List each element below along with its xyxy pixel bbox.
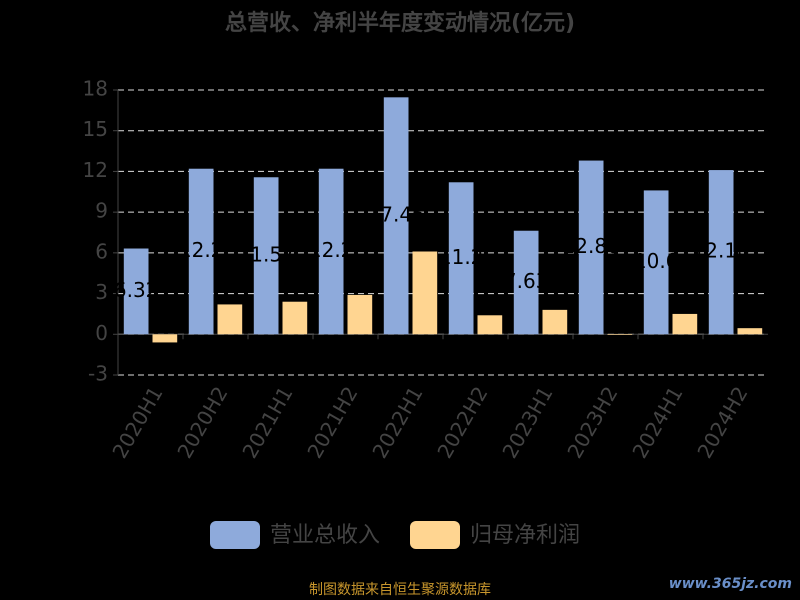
- x-tick-label: 2024H1: [627, 382, 687, 462]
- bar: [412, 251, 438, 335]
- y-tick-label: 9: [95, 199, 108, 223]
- data-label: 11.57: [238, 242, 295, 266]
- y-tick-label: 6: [95, 239, 108, 263]
- watermark: www.365jz.com: [669, 576, 792, 592]
- chart-title: 总营收、净利半年度变动情况(亿元): [225, 10, 575, 36]
- bar: [477, 315, 503, 335]
- y-tick-label: 0: [95, 321, 108, 345]
- x-tick-label: 2022H1: [367, 382, 427, 462]
- data-label: 11.2: [439, 245, 484, 269]
- bar: [708, 170, 734, 335]
- y-tick-label: 12: [83, 158, 108, 182]
- bar: [513, 230, 539, 335]
- bar: [282, 301, 308, 335]
- bar: [188, 168, 214, 335]
- source-note: 制图数据来自恒生聚源数据库: [309, 582, 491, 598]
- bar: [253, 177, 279, 335]
- data-label: 7.63: [504, 269, 549, 293]
- bar: [123, 248, 149, 335]
- bar: [217, 304, 243, 335]
- data-label: 10.6: [634, 249, 679, 273]
- bar: [152, 334, 178, 343]
- x-tick-label: 2023H1: [497, 382, 557, 462]
- bar: [672, 313, 698, 335]
- data-label: 6.32: [114, 278, 159, 302]
- legend-swatch: [210, 521, 260, 549]
- legend-label: 营业总收入: [270, 523, 380, 548]
- bar: [643, 190, 669, 335]
- data-label: 12.80: [563, 234, 620, 258]
- bar: [542, 309, 568, 335]
- data-label: 12.10: [693, 239, 750, 263]
- bar: [347, 294, 373, 335]
- bar: [318, 168, 344, 335]
- y-tick-label: 18: [83, 77, 108, 101]
- legend-swatch: [410, 521, 460, 549]
- bar: [737, 328, 763, 335]
- data-label: 17.46: [368, 202, 425, 226]
- x-tick-label: 2023H2: [562, 382, 622, 462]
- bar: [607, 334, 633, 335]
- bar: [578, 160, 604, 335]
- data-label: 12.2: [179, 238, 224, 262]
- x-tick-label: 2021H2: [302, 382, 362, 462]
- data-label: 12.2: [309, 238, 354, 262]
- y-tick-label: -3: [88, 362, 108, 386]
- x-tick-label: 2020H2: [172, 382, 232, 462]
- bar: [383, 97, 409, 335]
- y-tick-label: 15: [83, 117, 108, 141]
- x-tick-label: 2024H2: [692, 382, 752, 462]
- bar: [448, 182, 474, 335]
- y-tick-label: 3: [95, 280, 108, 304]
- x-tick-label: 2021H1: [237, 382, 297, 462]
- x-tick-label: 2020H1: [107, 382, 167, 462]
- x-tick-label: 2022H2: [432, 382, 492, 462]
- legend-label: 归母净利润: [470, 523, 580, 548]
